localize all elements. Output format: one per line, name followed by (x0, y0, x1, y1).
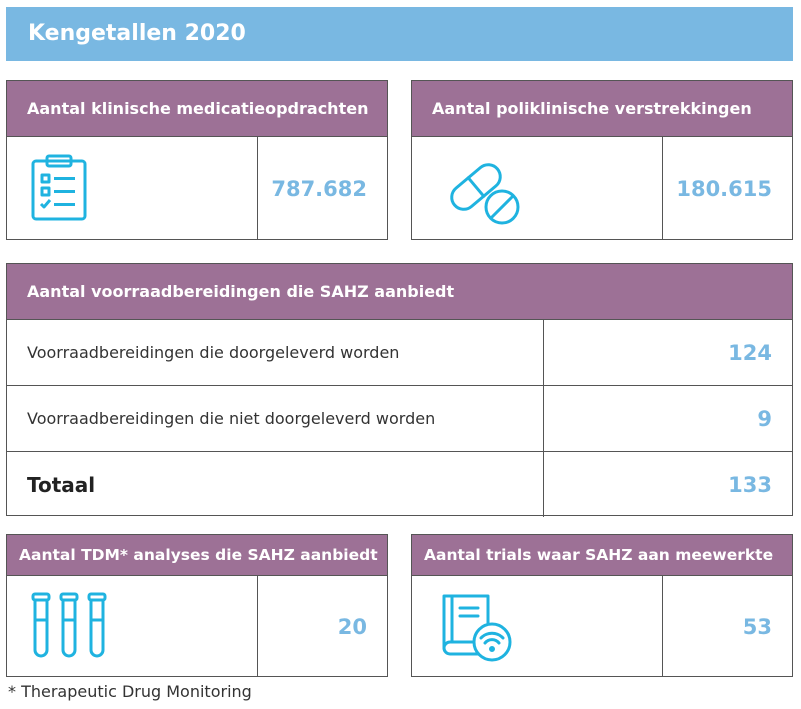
footnote: * Therapeutic Drug Monitoring (8, 682, 252, 701)
page-title-banner: Kengetallen 2020 (6, 7, 793, 61)
test-tubes-icon (31, 592, 107, 658)
table-row-label: Voorraadbereidingen die niet doorgelever… (27, 409, 436, 428)
pill-capsule-icon (450, 163, 520, 225)
card-tdm-title: Aantal TDM* analyses die SAHZ aanbiedt (7, 535, 387, 576)
table-row-value: 124 (728, 340, 772, 365)
table-total-value: 133 (728, 472, 772, 497)
card-trials-value: 53 (742, 614, 772, 639)
table-divider (543, 320, 544, 385)
card-clinical-orders-title: Aantal klinische medicatieopdrachten (7, 81, 387, 137)
card-outpatient-dispenses: Aantal poliklinische verstrekkingen 180.… (411, 80, 793, 240)
card-clinical-orders: Aantal klinische medicatieopdrachten 787… (6, 80, 388, 240)
card-clinical-orders-icon-cell (7, 137, 258, 240)
card-trials-icon-cell (412, 576, 663, 677)
stock-preparations-title: Aantal voorraadbereidingen die SAHZ aanb… (7, 264, 792, 320)
card-outpatient-dispenses-title: Aantal poliklinische verstrekkingen (412, 81, 792, 137)
table-total-label: Totaal (27, 472, 96, 497)
table-divider (543, 452, 544, 517)
card-tdm-analyses: Aantal TDM* analyses die SAHZ aanbiedt 2… (6, 534, 388, 677)
table-row-value: 9 (757, 406, 772, 431)
stock-preparations-table: Aantal voorraadbereidingen die SAHZ aanb… (6, 263, 793, 517)
card-outpatient-dispenses-value: 180.615 (676, 176, 772, 201)
table-row: Voorraadbereidingen die doorgeleverd wor… (7, 320, 792, 386)
clipboard-checklist-icon (31, 154, 87, 221)
book-signal-icon (442, 594, 512, 662)
card-outpatient-icon-cell (412, 137, 663, 240)
table-row-label: Voorraadbereidingen die doorgeleverd wor… (27, 343, 400, 362)
card-clinical-orders-value: 787.682 (271, 176, 367, 201)
card-trials: Aantal trials waar SAHZ aan meewerkte 53 (411, 534, 793, 677)
page-title: Kengetallen 2020 (28, 21, 246, 46)
table-divider (543, 386, 544, 451)
card-tdm-icon-cell (7, 576, 258, 677)
card-tdm-value: 20 (337, 614, 367, 639)
table-row-total: Totaal 133 (7, 452, 792, 517)
table-row: Voorraadbereidingen die niet doorgelever… (7, 386, 792, 452)
card-trials-title: Aantal trials waar SAHZ aan meewerkte (412, 535, 792, 576)
